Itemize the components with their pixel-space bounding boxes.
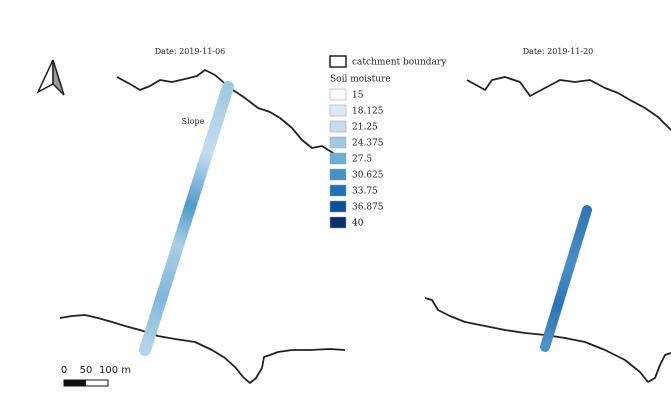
- legend-label: 40: [352, 219, 364, 229]
- catchment-boundary: [424, 297, 671, 383]
- panel-date: Date: 2019-11-06: [155, 47, 226, 56]
- legend-label: catchment boundary: [352, 58, 447, 68]
- scale-bar: [64, 380, 86, 386]
- catchment-boundary: [466, 76, 671, 131]
- legend-label: 18.125: [352, 107, 384, 117]
- legend-swatch: [329, 216, 347, 229]
- legend-swatch: [329, 136, 347, 149]
- legend-swatch: [329, 200, 347, 213]
- legend-label: 21.25: [352, 123, 378, 133]
- legend-swatch: [329, 168, 347, 181]
- legend-label: 33.75: [352, 187, 378, 197]
- catchment-boundary: [59, 314, 346, 384]
- legend-label: 36.875: [352, 203, 384, 213]
- scale-label: 0: [61, 365, 67, 376]
- legend-title: Soil moisture: [330, 75, 391, 85]
- north-arrow: [36, 59, 65, 96]
- legend-swatch: [329, 152, 347, 165]
- legend-swatch: [329, 120, 347, 133]
- legend-swatch: [329, 104, 347, 117]
- boundary-swatch: [329, 55, 347, 68]
- scale-label: 50: [80, 365, 93, 376]
- scale-label: 100 m: [99, 365, 131, 376]
- legend: catchment boundary Soil moisture 15 18.12…: [329, 55, 447, 229]
- slope-label: Slope: [182, 117, 205, 126]
- legend-swatch: [329, 88, 347, 101]
- legend-label: 15: [352, 91, 364, 101]
- legend-label: 27.5: [352, 155, 372, 165]
- panel-date: Date: 2019-11-20: [523, 47, 594, 56]
- legend-swatch: [329, 184, 347, 197]
- transect: [540, 205, 592, 352]
- legend-label: 30.625: [352, 171, 384, 181]
- transect: [139, 81, 234, 356]
- legend-label: 24.375: [352, 139, 384, 149]
